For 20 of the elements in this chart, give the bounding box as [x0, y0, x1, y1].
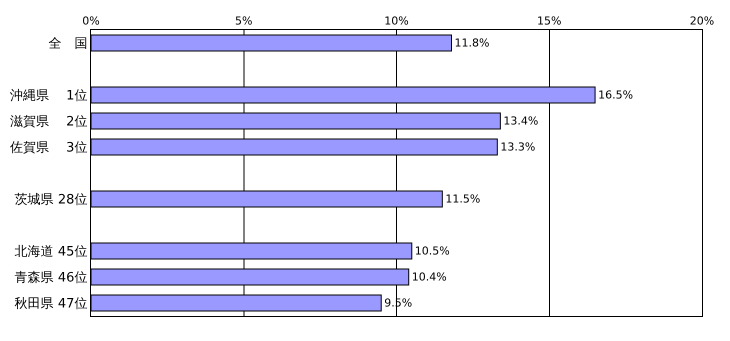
y-tick-label: 滋賀県 2位 — [10, 114, 88, 130]
data-label: 13.3% — [500, 140, 536, 154]
y-tick-label: 青森県 46位 — [14, 270, 88, 286]
y-tick-label: 秋田県 47位 — [14, 296, 88, 312]
x-tick-label: 15% — [537, 14, 562, 28]
x-tick-label: 20% — [690, 14, 714, 28]
y-tick-label: 沖縄県 1位 — [10, 88, 88, 104]
data-label: 10.4% — [412, 270, 447, 284]
x-tick-label: 0% — [82, 14, 100, 28]
data-label: 13.4% — [503, 114, 538, 128]
y-tick-label: 佐賀県 3位 — [10, 140, 88, 156]
data-label: 16.5% — [598, 88, 634, 102]
y-tick-label: 茨城県 28位 — [14, 192, 88, 208]
y-tick-label: 全 国 — [48, 36, 88, 52]
data-label: 11.5% — [445, 192, 480, 206]
data-label: 10.5% — [414, 244, 450, 258]
x-tick-label: 10% — [384, 14, 409, 28]
x-tick-label: 5% — [235, 14, 252, 28]
y-tick-label: 北海道 45位 — [14, 244, 88, 260]
data-label: 11.8% — [454, 36, 490, 50]
